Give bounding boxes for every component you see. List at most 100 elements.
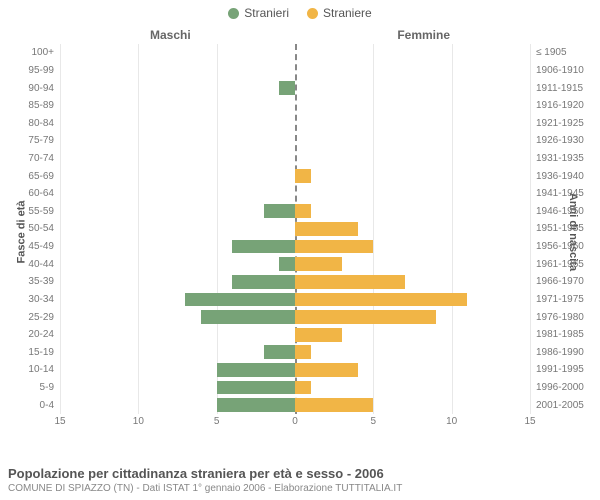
pyramid-row: 90-941911-1915 bbox=[60, 79, 530, 97]
footer-title: Popolazione per cittadinanza straniera p… bbox=[8, 466, 592, 481]
birth-year-label: 1916-1920 bbox=[530, 100, 595, 111]
age-label: 70-74 bbox=[5, 153, 60, 164]
legend-label-female: Straniere bbox=[323, 6, 372, 20]
pyramid-row: 25-291976-1980 bbox=[60, 308, 530, 326]
birth-year-label: 1951-1955 bbox=[530, 223, 595, 234]
bar-male bbox=[217, 381, 295, 395]
birth-year-label: 1986-1990 bbox=[530, 347, 595, 358]
age-label: 10-14 bbox=[5, 364, 60, 375]
birth-year-label: 1996-2000 bbox=[530, 382, 595, 393]
legend-swatch-male bbox=[228, 8, 239, 19]
bar-male bbox=[279, 257, 295, 271]
age-label: 15-19 bbox=[5, 347, 60, 358]
side-title-male: Maschi bbox=[150, 28, 191, 42]
pyramid-row: 80-841921-1925 bbox=[60, 114, 530, 132]
bar-female bbox=[295, 328, 342, 342]
birth-year-label: 1936-1940 bbox=[530, 171, 595, 182]
age-label: 75-79 bbox=[5, 135, 60, 146]
bar-female bbox=[295, 293, 467, 307]
birth-year-label: 1991-1995 bbox=[530, 364, 595, 375]
bar-female bbox=[295, 398, 373, 412]
birth-year-label: 1946-1950 bbox=[530, 206, 595, 217]
pyramid-row: 65-691936-1940 bbox=[60, 167, 530, 185]
legend: Stranieri Straniere bbox=[0, 0, 600, 22]
side-title-female: Femmine bbox=[397, 28, 450, 42]
bar-male bbox=[185, 293, 295, 307]
birth-year-label: 1966-1970 bbox=[530, 276, 595, 287]
legend-item-female: Straniere bbox=[307, 6, 372, 20]
legend-item-male: Stranieri bbox=[228, 6, 289, 20]
birth-year-label: 1956-1960 bbox=[530, 241, 595, 252]
pyramid-row: 45-491956-1960 bbox=[60, 238, 530, 256]
age-label: 95-99 bbox=[5, 65, 60, 76]
pyramid-row: 75-791926-1930 bbox=[60, 132, 530, 150]
bar-female bbox=[295, 381, 311, 395]
x-tick-label: 15 bbox=[524, 416, 535, 427]
legend-swatch-female bbox=[307, 8, 318, 19]
bar-male bbox=[264, 345, 295, 359]
bar-male bbox=[279, 81, 295, 95]
pyramid-row: 70-741931-1935 bbox=[60, 150, 530, 168]
pyramid-row: 95-991906-1910 bbox=[60, 62, 530, 80]
age-label: 45-49 bbox=[5, 241, 60, 252]
birth-year-label: 1981-1985 bbox=[530, 329, 595, 340]
bar-female bbox=[295, 169, 311, 183]
age-label: 30-34 bbox=[5, 294, 60, 305]
footer: Popolazione per cittadinanza straniera p… bbox=[8, 466, 592, 494]
bar-male bbox=[232, 275, 295, 289]
age-label: 65-69 bbox=[5, 171, 60, 182]
pyramid-row: 20-241981-1985 bbox=[60, 326, 530, 344]
bar-female bbox=[295, 363, 358, 377]
pyramid-row: 100+≤ 1905 bbox=[60, 44, 530, 62]
chart-area: Maschi Femmine Fasce di età Anni di nasc… bbox=[0, 22, 600, 442]
age-label: 40-44 bbox=[5, 259, 60, 270]
age-label: 55-59 bbox=[5, 206, 60, 217]
birth-year-label: 1976-1980 bbox=[530, 312, 595, 323]
x-tick-label: 15 bbox=[54, 416, 65, 427]
x-tick-label: 0 bbox=[292, 416, 298, 427]
age-label: 0-4 bbox=[5, 400, 60, 411]
plot-area: 100+≤ 190595-991906-191090-941911-191585… bbox=[60, 44, 530, 414]
pyramid-row: 55-591946-1950 bbox=[60, 203, 530, 221]
birth-year-label: 2001-2005 bbox=[530, 400, 595, 411]
age-label: 60-64 bbox=[5, 188, 60, 199]
bar-male bbox=[264, 204, 295, 218]
pyramid-row: 10-141991-1995 bbox=[60, 361, 530, 379]
bar-female bbox=[295, 310, 436, 324]
pyramid-row: 85-891916-1920 bbox=[60, 97, 530, 115]
bar-male bbox=[201, 310, 295, 324]
birth-year-label: 1926-1930 bbox=[530, 135, 595, 146]
bar-female bbox=[295, 204, 311, 218]
bar-male bbox=[217, 398, 295, 412]
age-label: 20-24 bbox=[5, 329, 60, 340]
x-tick-label: 10 bbox=[133, 416, 144, 427]
pyramid-row: 60-641941-1945 bbox=[60, 185, 530, 203]
birth-year-label: 1906-1910 bbox=[530, 65, 595, 76]
x-tick-label: 5 bbox=[371, 416, 377, 427]
birth-year-label: 1931-1935 bbox=[530, 153, 595, 164]
bar-female bbox=[295, 222, 358, 236]
pyramid-row: 30-341971-1975 bbox=[60, 291, 530, 309]
x-axis: 15105051015 bbox=[60, 416, 530, 432]
pyramid-row: 40-441961-1965 bbox=[60, 255, 530, 273]
x-tick-label: 5 bbox=[214, 416, 220, 427]
birth-year-label: 1911-1915 bbox=[530, 83, 595, 94]
bar-female bbox=[295, 345, 311, 359]
bar-female bbox=[295, 275, 405, 289]
birth-year-label: 1921-1925 bbox=[530, 118, 595, 129]
age-label: 80-84 bbox=[5, 118, 60, 129]
bar-female bbox=[295, 240, 373, 254]
bar-male bbox=[232, 240, 295, 254]
age-label: 85-89 bbox=[5, 100, 60, 111]
birth-year-label: 1961-1965 bbox=[530, 259, 595, 270]
x-tick-label: 10 bbox=[446, 416, 457, 427]
birth-year-label: ≤ 1905 bbox=[530, 47, 595, 58]
footer-subtitle: COMUNE DI SPIAZZO (TN) - Dati ISTAT 1° g… bbox=[8, 483, 592, 494]
age-label: 35-39 bbox=[5, 276, 60, 287]
pyramid-row: 15-191986-1990 bbox=[60, 344, 530, 362]
birth-year-label: 1971-1975 bbox=[530, 294, 595, 305]
pyramid-row: 35-391966-1970 bbox=[60, 273, 530, 291]
pyramid-row: 5-91996-2000 bbox=[60, 379, 530, 397]
pyramid-row: 0-42001-2005 bbox=[60, 396, 530, 414]
age-label: 90-94 bbox=[5, 83, 60, 94]
